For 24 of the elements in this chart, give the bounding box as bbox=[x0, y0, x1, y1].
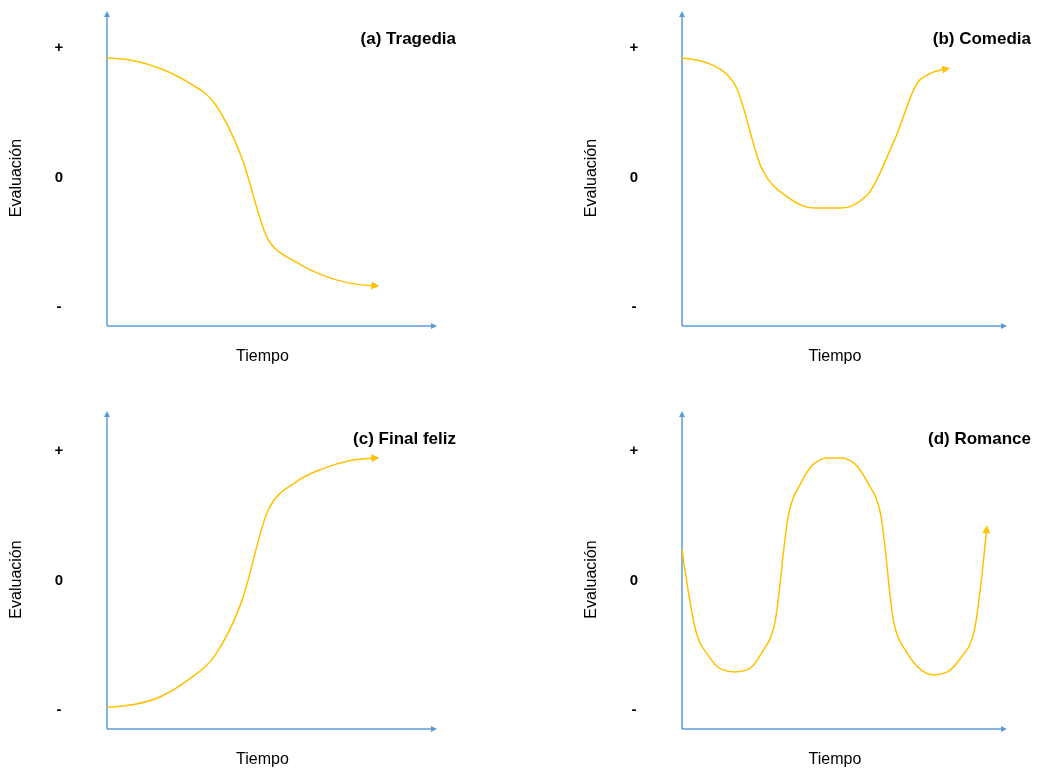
text: + bbox=[629, 38, 639, 56]
text: + bbox=[54, 38, 64, 56]
text: - bbox=[631, 297, 637, 315]
x-axis-title: Tiempo bbox=[236, 347, 289, 364]
y-axis-title: Evaluación bbox=[582, 540, 599, 619]
x-axis-title: Tiempo bbox=[808, 750, 862, 767]
chart-title: (b) Comedia bbox=[932, 29, 1032, 48]
text: - bbox=[56, 297, 62, 315]
y-axis-title: Evaluación bbox=[582, 138, 599, 218]
text: + bbox=[629, 441, 639, 459]
text: + bbox=[54, 441, 64, 459]
text: - bbox=[56, 700, 62, 718]
text: - bbox=[631, 700, 637, 718]
text: 0 bbox=[629, 167, 639, 185]
text: 0 bbox=[54, 570, 64, 588]
chart-title: (a) Tragedia bbox=[360, 29, 457, 48]
chart-title: (c) Final feliz bbox=[353, 429, 456, 448]
y-axis-title: Evaluación bbox=[7, 540, 24, 619]
text: 0 bbox=[629, 570, 639, 588]
text: 0 bbox=[54, 167, 64, 185]
x-axis-title: Tiempo bbox=[808, 347, 862, 364]
x-axis-title: Tiempo bbox=[236, 750, 289, 767]
chart-title: (d) Romance bbox=[928, 429, 1031, 448]
y-axis-title: Evaluación bbox=[7, 138, 24, 218]
